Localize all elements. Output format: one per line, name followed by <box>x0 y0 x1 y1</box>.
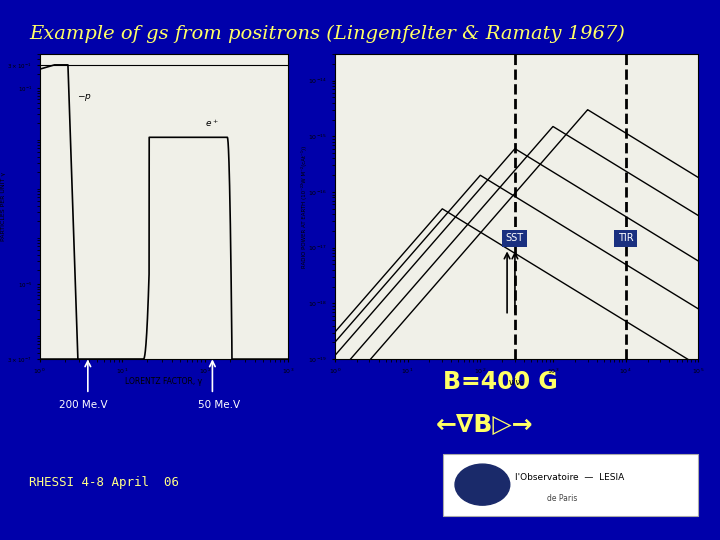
Text: $e^+$: $e^+$ <box>205 118 219 129</box>
Text: TIR: TIR <box>618 233 634 243</box>
Text: 50 Me.V: 50 Me.V <box>198 400 240 410</box>
Text: de Paris: de Paris <box>547 494 577 503</box>
Text: $-p$: $-p$ <box>76 92 91 103</box>
Text: SST: SST <box>506 233 524 243</box>
Circle shape <box>455 464 510 505</box>
Text: B=400 G: B=400 G <box>443 370 557 394</box>
FancyBboxPatch shape <box>443 454 698 516</box>
Text: ←∇B▷→: ←∇B▷→ <box>436 413 534 437</box>
Y-axis label: RADIO POWER AT EARTH (10⁻²²W M⁻²(cAt⁻¹)): RADIO POWER AT EARTH (10⁻²²W M⁻²(cAt⁻¹)) <box>301 145 307 268</box>
Text: Example of gs from positrons (Lingenfelter & Ramaty 1967): Example of gs from positrons (Lingenfelt… <box>29 24 625 43</box>
Text: 200 Me.V: 200 Me.V <box>59 400 108 410</box>
Text: RHESSI 4-8 April  06: RHESSI 4-8 April 06 <box>29 476 179 489</box>
X-axis label: ν/ν₀: ν/ν₀ <box>509 377 524 387</box>
Text: l'Observatoire  —  LESIA: l'Observatoire — LESIA <box>515 472 624 482</box>
X-axis label: LORENTZ FACTOR, γ: LORENTZ FACTOR, γ <box>125 377 202 387</box>
Y-axis label: PARTICLES PER UNIT γ: PARTICLES PER UNIT γ <box>1 172 6 241</box>
